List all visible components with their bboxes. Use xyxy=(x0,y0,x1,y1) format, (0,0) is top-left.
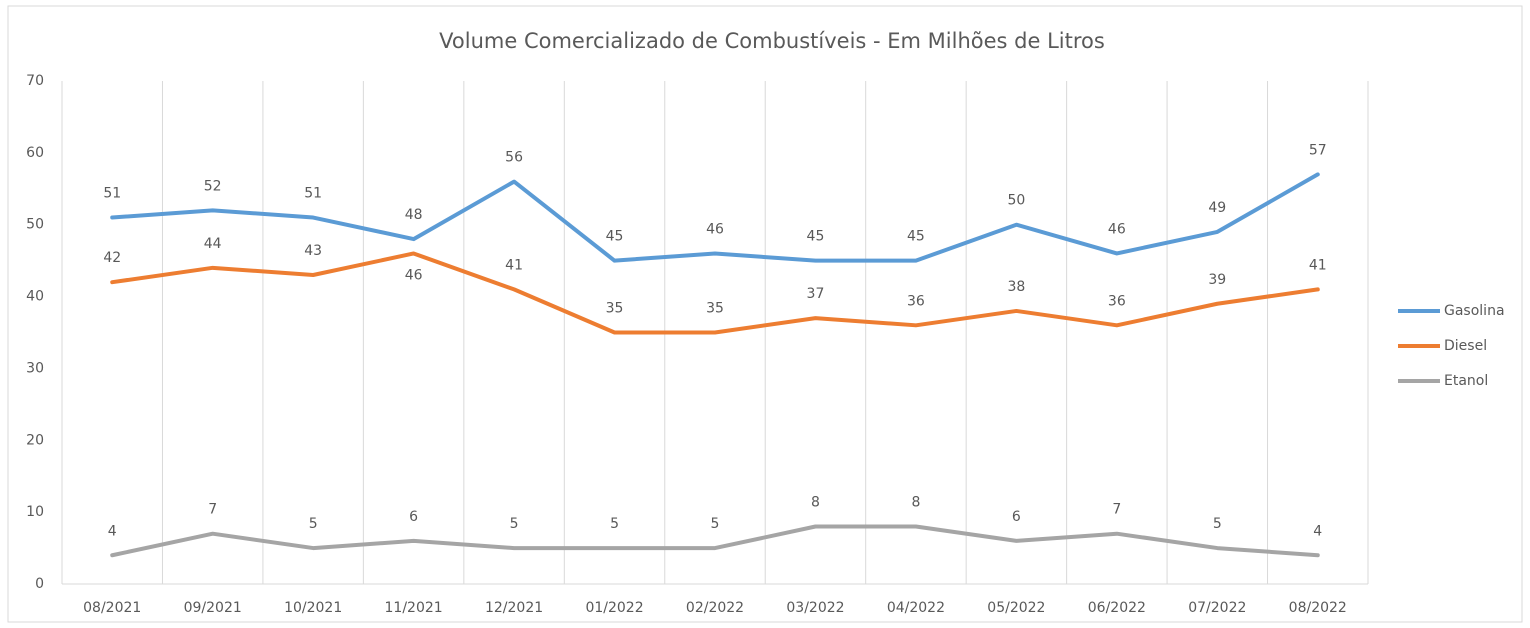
y-tick-label: 10 xyxy=(26,504,44,520)
data-label: 36 xyxy=(1108,293,1126,309)
data-label: 49 xyxy=(1208,200,1226,216)
data-label: 46 xyxy=(1108,221,1126,237)
x-tick-label: 04/2022 xyxy=(887,600,945,616)
data-label: 5 xyxy=(510,516,519,532)
data-label: 6 xyxy=(409,509,418,525)
data-label: 5 xyxy=(711,516,720,532)
y-tick-label: 40 xyxy=(26,289,44,305)
y-tick-label: 30 xyxy=(26,360,44,376)
data-label: 46 xyxy=(405,267,423,283)
series-line xyxy=(110,172,1320,263)
data-label: 42 xyxy=(103,250,121,266)
data-label: 52 xyxy=(204,178,222,194)
data-label: 57 xyxy=(1309,142,1327,158)
y-tick-label: 60 xyxy=(26,145,44,161)
data-label: 45 xyxy=(907,229,925,245)
data-label: 37 xyxy=(807,286,825,302)
data-label: 45 xyxy=(807,229,825,245)
data-label: 51 xyxy=(304,186,322,202)
series-line xyxy=(110,524,1320,558)
data-label: 38 xyxy=(1007,279,1025,295)
data-label: 43 xyxy=(304,243,322,259)
legend-label: Gasolina xyxy=(1444,303,1505,319)
series-line xyxy=(110,251,1320,335)
data-label: 35 xyxy=(606,301,624,317)
y-tick-label: 50 xyxy=(26,217,44,233)
data-label: 39 xyxy=(1208,272,1226,288)
x-tick-label: 08/2021 xyxy=(83,600,141,616)
x-tick-label: 07/2022 xyxy=(1188,600,1246,616)
data-label: 7 xyxy=(1112,502,1121,518)
y-tick-label: 20 xyxy=(26,432,44,448)
data-label: 5 xyxy=(610,516,619,532)
legend-label: Etanol xyxy=(1444,373,1488,389)
data-label: 41 xyxy=(505,257,523,273)
data-label: 45 xyxy=(606,229,624,245)
x-tick-label: 11/2021 xyxy=(385,600,443,616)
x-tick-label: 12/2021 xyxy=(485,600,543,616)
chart-title: Volume Comercializado de Combustíveis - … xyxy=(439,29,1105,53)
x-tick-label: 08/2022 xyxy=(1289,600,1347,616)
x-tick-label: 01/2022 xyxy=(585,600,643,616)
y-tick-label: 0 xyxy=(35,576,44,592)
data-label: 51 xyxy=(103,186,121,202)
x-tick-label: 05/2022 xyxy=(987,600,1045,616)
data-label: 5 xyxy=(309,516,318,532)
x-tick-label: 10/2021 xyxy=(284,600,342,616)
data-label: 56 xyxy=(505,150,523,166)
data-label: 8 xyxy=(911,495,920,511)
x-tick-label: 02/2022 xyxy=(686,600,744,616)
x-tick-label: 09/2021 xyxy=(184,600,242,616)
data-label: 46 xyxy=(706,221,724,237)
y-tick-label: 70 xyxy=(26,73,44,89)
data-label: 35 xyxy=(706,301,724,317)
data-label: 5 xyxy=(1213,516,1222,532)
data-label: 6 xyxy=(1012,509,1021,525)
data-label: 44 xyxy=(204,236,222,252)
x-tick-label: 06/2022 xyxy=(1088,600,1146,616)
x-tick-label: 03/2022 xyxy=(786,600,844,616)
data-label: 7 xyxy=(208,502,217,518)
data-label: 50 xyxy=(1007,193,1025,209)
data-label: 48 xyxy=(405,207,423,223)
data-label: 41 xyxy=(1309,257,1327,273)
data-label: 4 xyxy=(108,523,117,539)
data-label: 4 xyxy=(1313,523,1322,539)
legend-label: Diesel xyxy=(1444,338,1487,354)
data-label: 8 xyxy=(811,495,820,511)
data-label: 36 xyxy=(907,293,925,309)
